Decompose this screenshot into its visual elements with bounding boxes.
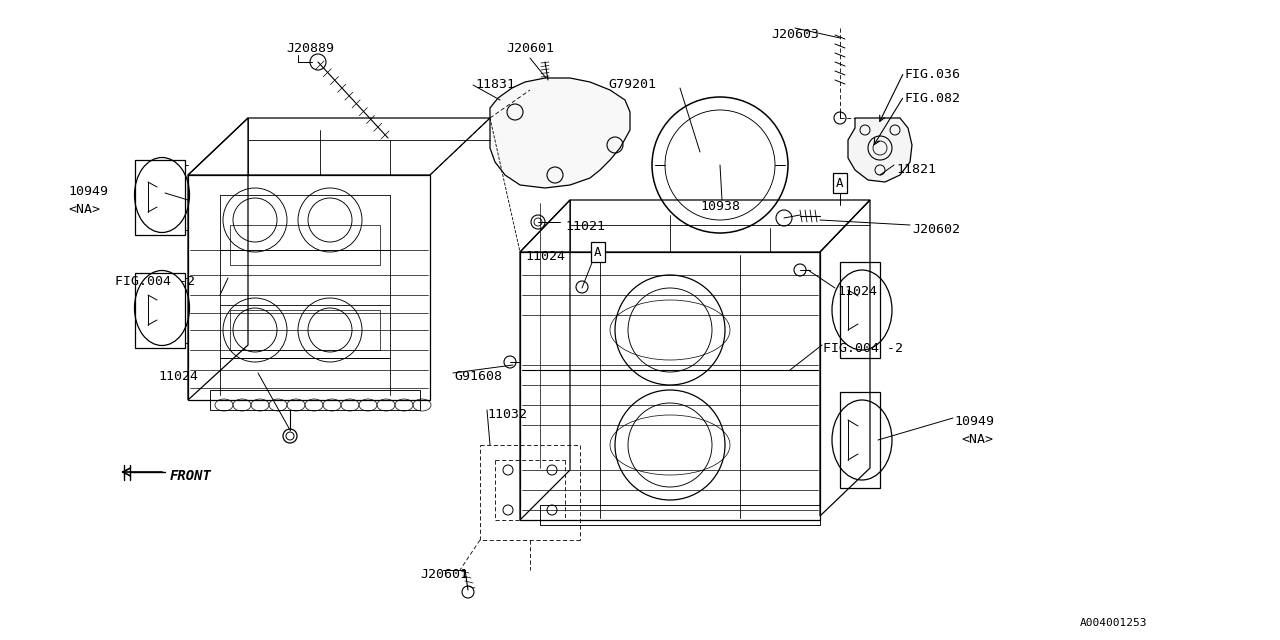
Text: J20889: J20889 bbox=[285, 42, 334, 55]
Text: G91608: G91608 bbox=[454, 370, 502, 383]
Text: 11032: 11032 bbox=[486, 408, 527, 421]
Text: FIG.082: FIG.082 bbox=[905, 92, 961, 105]
Text: FIG.036: FIG.036 bbox=[905, 68, 961, 81]
Text: 11024: 11024 bbox=[157, 370, 198, 383]
Text: <NA>: <NA> bbox=[68, 203, 100, 216]
Text: 11024: 11024 bbox=[525, 250, 564, 263]
Text: 11021: 11021 bbox=[564, 220, 605, 233]
Text: 11024: 11024 bbox=[837, 285, 877, 298]
Text: 11831: 11831 bbox=[475, 78, 515, 91]
Text: FIG.004 -2: FIG.004 -2 bbox=[115, 275, 195, 288]
Polygon shape bbox=[490, 78, 630, 188]
Text: <NA>: <NA> bbox=[961, 433, 993, 446]
Text: J20601: J20601 bbox=[506, 42, 554, 55]
Text: 10949: 10949 bbox=[68, 185, 108, 198]
Text: A004001253: A004001253 bbox=[1080, 618, 1147, 628]
Text: A: A bbox=[836, 177, 844, 189]
Text: 11821: 11821 bbox=[896, 163, 936, 176]
Polygon shape bbox=[849, 118, 911, 182]
Text: FRONT: FRONT bbox=[170, 469, 212, 483]
Text: J20603: J20603 bbox=[771, 28, 819, 41]
Text: J20602: J20602 bbox=[911, 223, 960, 236]
Text: FIG.004 -2: FIG.004 -2 bbox=[823, 342, 902, 355]
Text: 10949: 10949 bbox=[954, 415, 995, 428]
Text: A: A bbox=[594, 246, 602, 259]
Text: J20601: J20601 bbox=[420, 568, 468, 581]
Text: 10938: 10938 bbox=[700, 200, 740, 213]
Text: G79201: G79201 bbox=[608, 78, 657, 91]
